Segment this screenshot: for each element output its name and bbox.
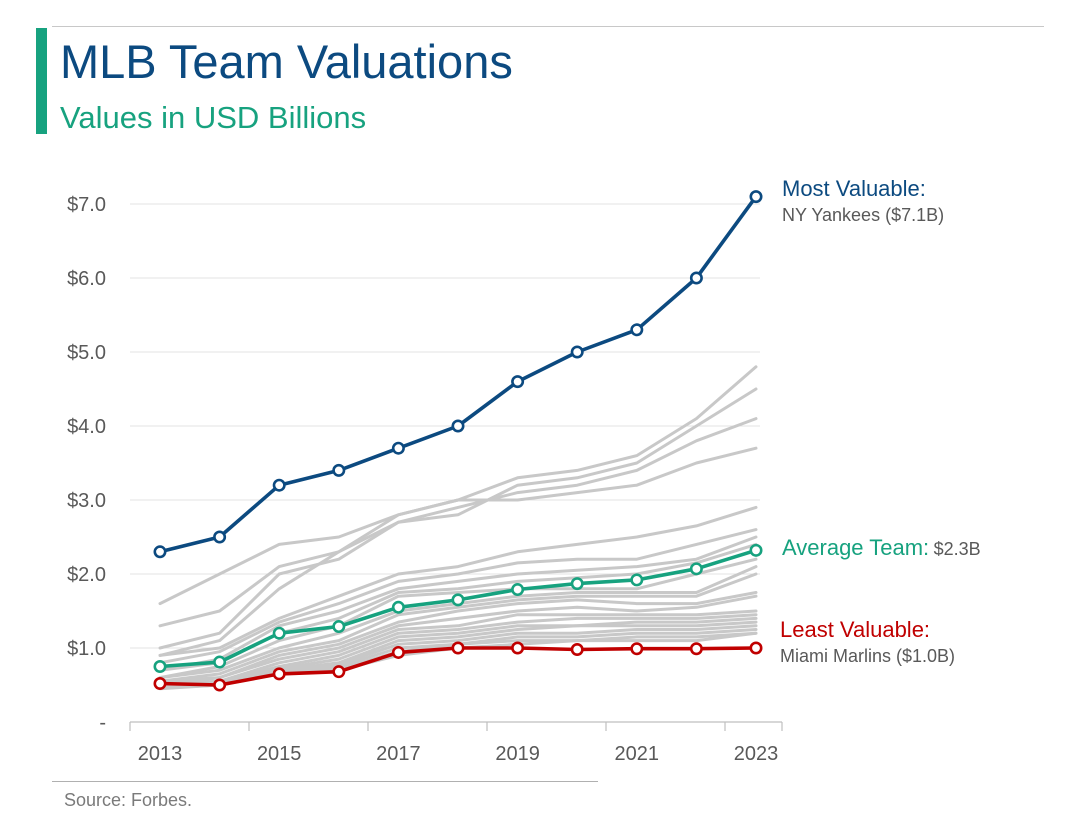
- x-tick-label: 2013: [138, 743, 183, 765]
- y-tick-label: $3.0: [67, 490, 106, 512]
- most-valuable-point: [153, 545, 167, 559]
- average-team-point: [153, 659, 167, 673]
- least-valuable-point: [451, 641, 465, 655]
- y-tick-label: $5.0: [67, 342, 106, 364]
- title-accent-bar: [36, 28, 47, 134]
- y-tick-label: $1.0: [67, 638, 106, 660]
- least-valuable-point: [570, 642, 584, 656]
- other-team-line: [158, 387, 758, 628]
- least-valuable-point: [689, 642, 703, 656]
- average-team-point: [689, 562, 703, 576]
- most-valuable-point: [749, 190, 763, 204]
- average-team-point: [570, 577, 584, 591]
- average-team-point: [332, 620, 346, 634]
- axes: - $1.0 $2.0 $3.0 $4.0 $5.0 $6.0 $7.0 2013 2015 201…: [67, 194, 783, 765]
- x-tick-label: 2017: [376, 743, 421, 765]
- least-valuable-detail: Miami Marlins ($1.0B): [780, 646, 956, 666]
- least-valuable-point: [272, 667, 286, 681]
- other-team-line: [158, 557, 758, 680]
- annotation-most-valuable: Most Valuable: NY Yankees ($7.1B): [782, 176, 944, 226]
- most-valuable-point: [570, 345, 584, 359]
- annotation-average-team: Average Team: $2.3B: [782, 535, 981, 561]
- other-team-line: [158, 609, 758, 687]
- average-team-point: [511, 583, 525, 597]
- other-team-line: [158, 417, 758, 650]
- other-team-line: [158, 535, 758, 672]
- highlight-markers: [153, 190, 763, 692]
- other-team-line: [158, 528, 758, 665]
- average-team-point: [630, 573, 644, 587]
- average-team-detail: $2.3B: [933, 539, 981, 559]
- x-tick-label: 2023: [734, 743, 779, 765]
- chart-title: MLB Team Valuations: [60, 35, 513, 88]
- y-tick-label: $4.0: [67, 416, 106, 438]
- annotation-least-valuable: Least Valuable: Miami Marlins ($1.0B): [780, 617, 955, 667]
- y-tick-label: $7.0: [67, 194, 106, 216]
- y-tick-label: -: [99, 712, 106, 734]
- least-valuable-point: [213, 678, 227, 692]
- least-valuable-point: [153, 677, 167, 691]
- most-valuable-point: [213, 530, 227, 544]
- y-tick-label: $6.0: [67, 268, 106, 290]
- average-team-point: [451, 593, 465, 607]
- average-team-label: Average Team:: [782, 535, 930, 560]
- average-team-point: [749, 543, 763, 557]
- most-valuable-detail: NY Yankees ($7.1B): [782, 205, 945, 225]
- average-team-point: [213, 655, 227, 669]
- gridlines: [130, 203, 760, 649]
- source-note: Source: Forbes.: [64, 790, 193, 810]
- most-valuable-point: [630, 323, 644, 337]
- most-valuable-point: [272, 478, 286, 492]
- least-valuable-point: [391, 645, 405, 659]
- x-tick-label: 2019: [495, 743, 540, 765]
- top-rule: [52, 26, 1044, 27]
- least-valuable-label: Least Valuable:: [780, 617, 931, 642]
- chart-subtitle: Values in USD Billions: [60, 100, 367, 135]
- y-tick-label: $2.0: [67, 564, 106, 586]
- most-valuable-point: [451, 419, 465, 433]
- most-valuable-label: Most Valuable:: [782, 176, 926, 201]
- least-valuable-point: [749, 641, 763, 655]
- other-team-line: [158, 613, 758, 687]
- x-tick-label: 2015: [257, 743, 302, 765]
- average-team-point: [272, 626, 286, 640]
- bottom-rule: [52, 781, 598, 782]
- other-team-line: [158, 572, 758, 683]
- most-valuable-point: [689, 271, 703, 285]
- other-team-line: [158, 446, 758, 657]
- x-tick-label: 2021: [615, 743, 660, 765]
- least-valuable-point: [332, 665, 346, 679]
- most-valuable-point: [511, 375, 525, 389]
- other-team-lines: [158, 365, 758, 691]
- least-valuable-point: [630, 642, 644, 656]
- other-team-line: [158, 505, 758, 657]
- most-valuable-point: [391, 441, 405, 455]
- average-team-point: [391, 600, 405, 614]
- other-team-line: [158, 591, 758, 683]
- least-valuable-point: [511, 641, 525, 655]
- most-valuable-point: [332, 463, 346, 477]
- other-team-line: [158, 594, 758, 687]
